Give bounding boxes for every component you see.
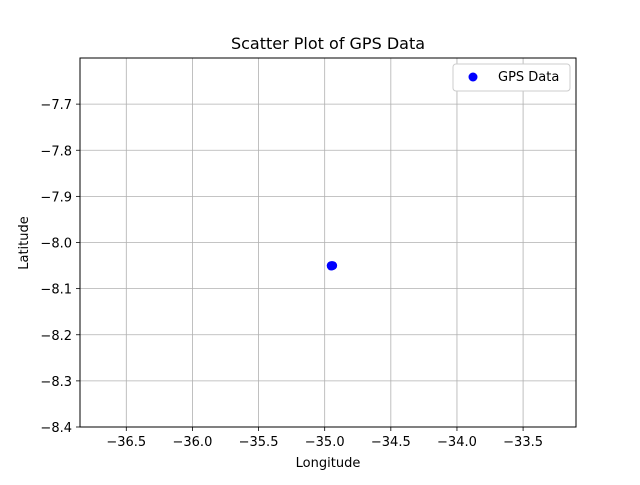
y-tick-label: −8.3 <box>40 375 72 390</box>
x-tick-label: −36.5 <box>106 435 146 450</box>
y-tick-label: −7.9 <box>40 190 72 205</box>
x-tick-label: −35.0 <box>305 435 345 450</box>
legend-marker <box>468 72 478 82</box>
data-point <box>326 261 336 271</box>
grid-lines <box>80 58 576 427</box>
legend-box <box>452 63 571 92</box>
x-tick-label: −36.0 <box>173 435 213 450</box>
x-tick-label: −35.5 <box>239 435 279 450</box>
x-tick-label: −33.5 <box>503 435 543 450</box>
chart-title: Scatter Plot of GPS Data <box>231 34 425 53</box>
y-tick-label: −7.7 <box>40 98 72 113</box>
x-tick-label: −34.5 <box>371 435 411 450</box>
y-axis-label: Latitude <box>17 216 32 270</box>
y-tick-label: −8.2 <box>40 329 72 344</box>
axis-ticks: −36.5 −36.0 −35.5 −35.0 −34.5 −34.0 −33.5 −7.7 −… <box>40 98 543 450</box>
y-tick-label: −8.1 <box>40 283 72 298</box>
x-axis-label: Longitude <box>296 456 361 471</box>
y-tick-label: −7.8 <box>40 144 72 159</box>
x-tick-label: −34.0 <box>437 435 477 450</box>
y-tick-label: −8.4 <box>40 421 72 436</box>
legend: GPS Data <box>452 63 571 92</box>
data-points <box>326 261 338 271</box>
y-tick-label: −8.0 <box>40 237 72 252</box>
legend-label: GPS Data <box>498 70 559 85</box>
